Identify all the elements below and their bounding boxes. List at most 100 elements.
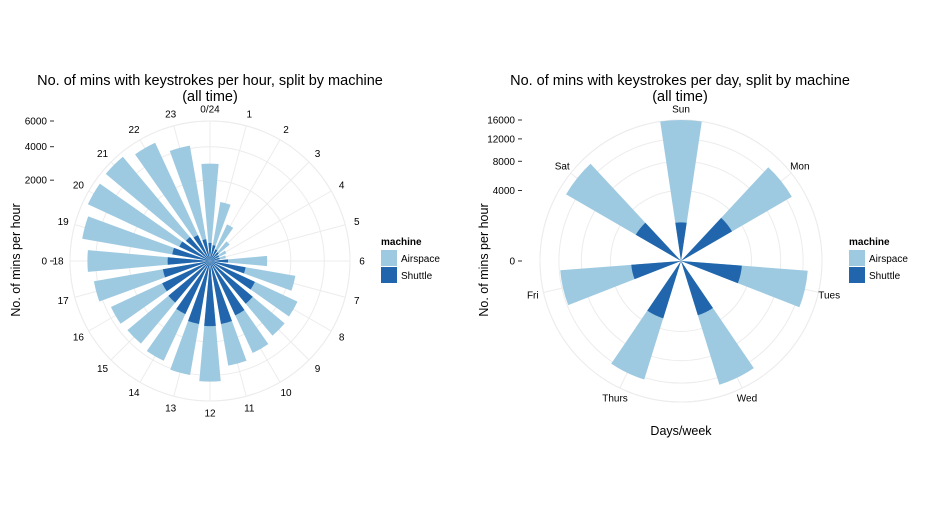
daily-bar-shuttle (647, 261, 681, 319)
hourly-chart-category-labels: 0/24 123456789101112131415161718192021222… (52, 105, 365, 420)
hourly-bar-shuttle (185, 236, 210, 261)
hourly-bar-airspace (105, 156, 210, 261)
daily-y-tick-label: 8000 (493, 157, 516, 168)
hourly-chart-subtitle: (all time) (182, 89, 238, 105)
hourly-category-label: 13 (165, 403, 177, 414)
hourly-grid-spoke (209, 224, 346, 262)
daily-legend-shuttle-label: Shuttle (869, 271, 901, 282)
hourly-category-label: 22 (128, 125, 140, 136)
daily-chart-title: No. of mins with keystrokes per day, spl… (510, 73, 850, 89)
daily-category-label: Thurs (602, 393, 628, 404)
hourly-category-label: 7 (354, 296, 360, 307)
hourly-bar-shuttle (208, 242, 212, 261)
daily-y-tick-label: 0 (509, 257, 515, 268)
hourly-bar-shuttle (162, 261, 210, 278)
hourly-category-label: 18 (52, 257, 64, 268)
hourly-bar-shuttle (176, 261, 210, 315)
daily-bar-shuttle (681, 217, 733, 261)
hourly-chart-y-axis-label: No. of mins per hour (9, 203, 23, 316)
hourly-category-label: 12 (204, 409, 216, 420)
hourly-category-label: 19 (58, 217, 70, 228)
daily-y-tick-label: 12000 (487, 134, 515, 145)
daily-y-tick-label: 16000 (487, 116, 515, 127)
hourly-bar-shuttle (179, 241, 210, 261)
hourly-category-label: 4 (339, 181, 345, 192)
hourly-chart-bars (82, 142, 298, 382)
daily-chart-y-axis-label: No. of mins per hour (477, 203, 491, 316)
hourly-bar-airspace (201, 163, 219, 261)
hourly-category-label: 14 (128, 388, 140, 399)
daily-legend-airspace-swatch (849, 250, 865, 266)
hourly-legend-airspace-label: Airspace (401, 254, 440, 265)
hourly-bar-shuttle (188, 261, 210, 324)
hourly-bar-shuttle (210, 261, 232, 324)
hourly-bar-shuttle (210, 252, 219, 261)
daily-bar-shuttle (681, 261, 713, 316)
hourly-bar-airspace (210, 255, 268, 267)
hourly-bar-airspace (135, 142, 210, 261)
hourly-bar-shuttle (210, 261, 245, 316)
hourly-y-tick-label: 0 (41, 257, 47, 268)
daily-chart-y-ticks: 0 4000 8000 12000 16000 (487, 116, 522, 268)
daily-category-label: Wed (737, 393, 757, 404)
hourly-category-label: 15 (97, 364, 109, 375)
hourly-category-label: 20 (73, 181, 85, 192)
hourly-category-label: 8 (339, 333, 345, 344)
hourly-bar-shuttle (167, 257, 210, 265)
hourly-category-label: 2 (283, 125, 289, 136)
hourly-bar-airspace (87, 250, 210, 272)
hourly-category-label: 6 (359, 257, 365, 268)
daily-bar-shuttle (681, 261, 742, 284)
daily-bar-shuttle (675, 222, 687, 261)
hourly-bar-shuttle (172, 247, 210, 261)
hourly-category-label: 3 (315, 149, 321, 160)
hourly-bar-shuttle (210, 255, 219, 261)
hourly-bar-shuttle (210, 249, 218, 261)
hourly-chart-y-ticks: 0 2000 4000 6000 (25, 117, 54, 268)
daily-legend-airspace-label: Airspace (869, 254, 908, 265)
hourly-bar-airspace (169, 145, 210, 261)
daily-category-label: Sun (672, 105, 690, 116)
hourly-category-label: 21 (97, 149, 109, 160)
daily-bar-shuttle (631, 261, 681, 280)
hourly-chart-title: No. of mins with keystrokes per hour, sp… (37, 73, 383, 89)
daily-chart-bars (560, 119, 808, 385)
hourly-bar-shuttle (210, 261, 246, 274)
hourly-legend-airspace-swatch (381, 250, 397, 266)
daily-y-tick-label: 4000 (493, 186, 516, 197)
hourly-bar-shuttle (210, 261, 253, 304)
daily-chart-category-labels: Sun Mon Tues Wed Thurs Fri Sat (527, 105, 840, 405)
hourly-bar-shuttle (193, 235, 210, 261)
hourly-bar-shuttle (162, 261, 210, 292)
daily-bar-shuttle (635, 222, 681, 261)
hourly-bar-shuttle (210, 257, 220, 261)
hourly-grid-spoke (209, 190, 332, 262)
hourly-bar-shuttle (210, 245, 216, 261)
hourly-category-label: 16 (73, 333, 85, 344)
daily-chart-legend: machine Airspace Shuttle (849, 237, 908, 283)
daily-chart: No. of mins with keystrokes per day, spl… (477, 73, 908, 438)
hourly-bar-shuttle (210, 259, 229, 263)
hourly-category-label: 5 (354, 217, 360, 228)
daily-category-label: Tues (818, 290, 840, 301)
hourly-y-tick-label: 4000 (25, 142, 48, 153)
daily-chart-subtitle: (all time) (652, 89, 708, 105)
daily-chart-x-axis-label: Days/week (650, 424, 712, 438)
daily-bar-airspace (660, 119, 702, 261)
daily-legend-shuttle-swatch (849, 267, 865, 283)
hourly-category-label: 23 (165, 110, 177, 121)
hourly-bar-shuttle (204, 261, 216, 327)
hourly-y-tick-label: 2000 (25, 176, 48, 187)
hourly-bar-shuttle (210, 261, 255, 290)
daily-legend-title: machine (849, 237, 890, 248)
daily-category-label: Sat (555, 162, 570, 173)
hourly-bar-shuttle (202, 239, 210, 261)
daily-category-label: Fri (527, 290, 539, 301)
hourly-legend-shuttle-swatch (381, 267, 397, 283)
hourly-category-label: 9 (315, 364, 321, 375)
hourly-bar-shuttle (168, 261, 210, 303)
hourly-legend-title: machine (381, 237, 422, 248)
hourly-y-tick-label: 6000 (25, 117, 48, 128)
